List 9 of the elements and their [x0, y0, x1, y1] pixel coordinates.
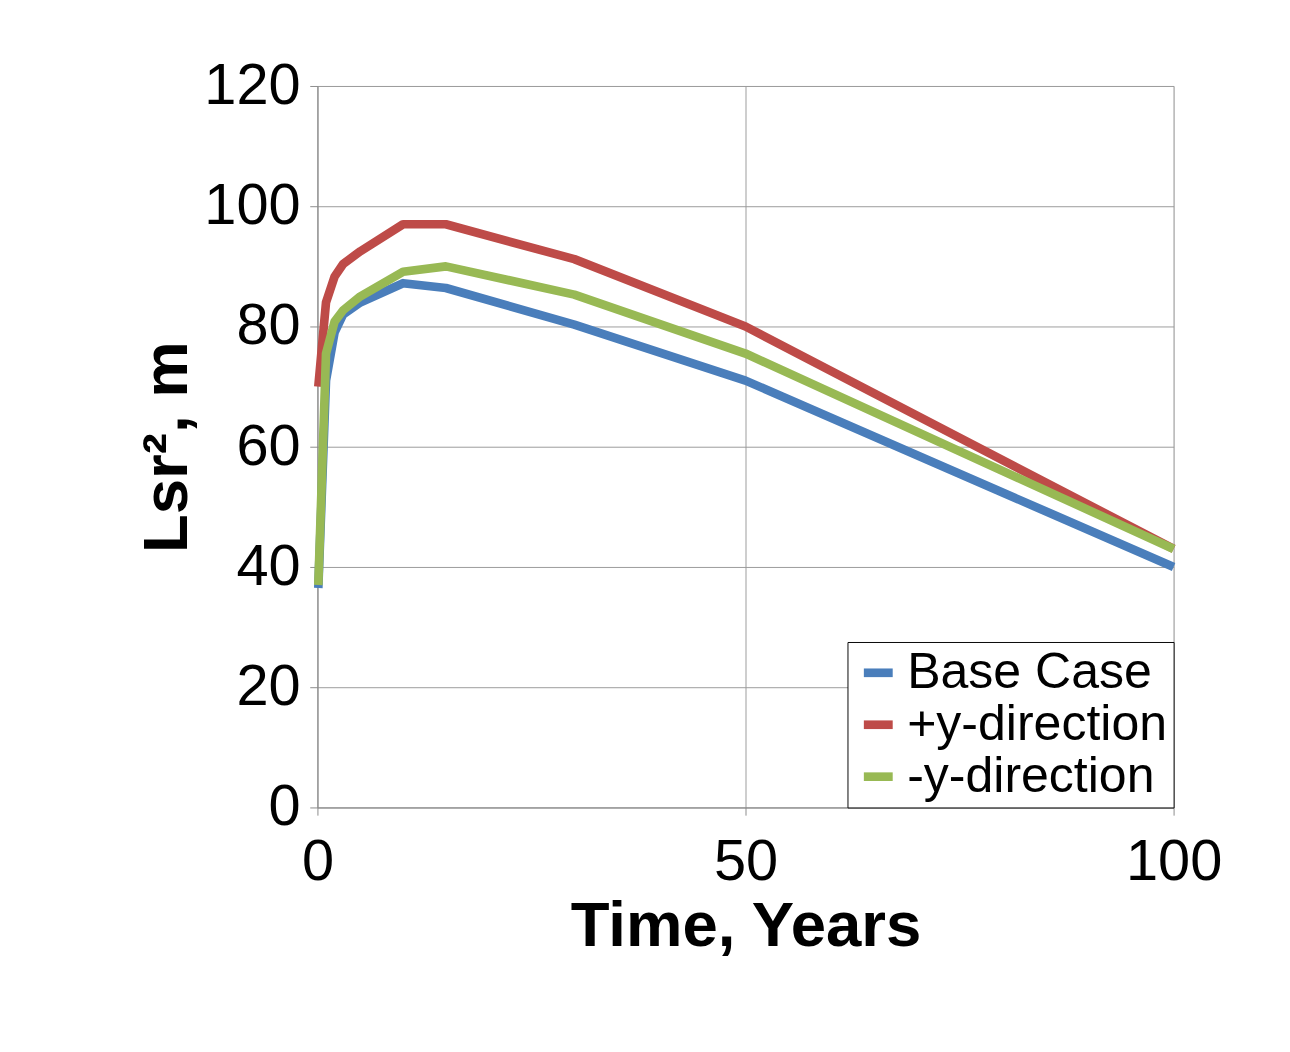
y-tick-label: 40: [236, 532, 301, 597]
y-tick-label: 120: [204, 51, 301, 116]
y-axis-title: Lsr², m: [130, 341, 200, 554]
y-tick-label: 100: [204, 172, 301, 237]
y-tick-label: 80: [236, 292, 301, 357]
y-tick-label: 20: [236, 653, 301, 718]
y-tick-label: 0: [268, 773, 301, 838]
y-tick-label: 60: [236, 412, 301, 477]
x-tick-label: 100: [1125, 828, 1223, 893]
